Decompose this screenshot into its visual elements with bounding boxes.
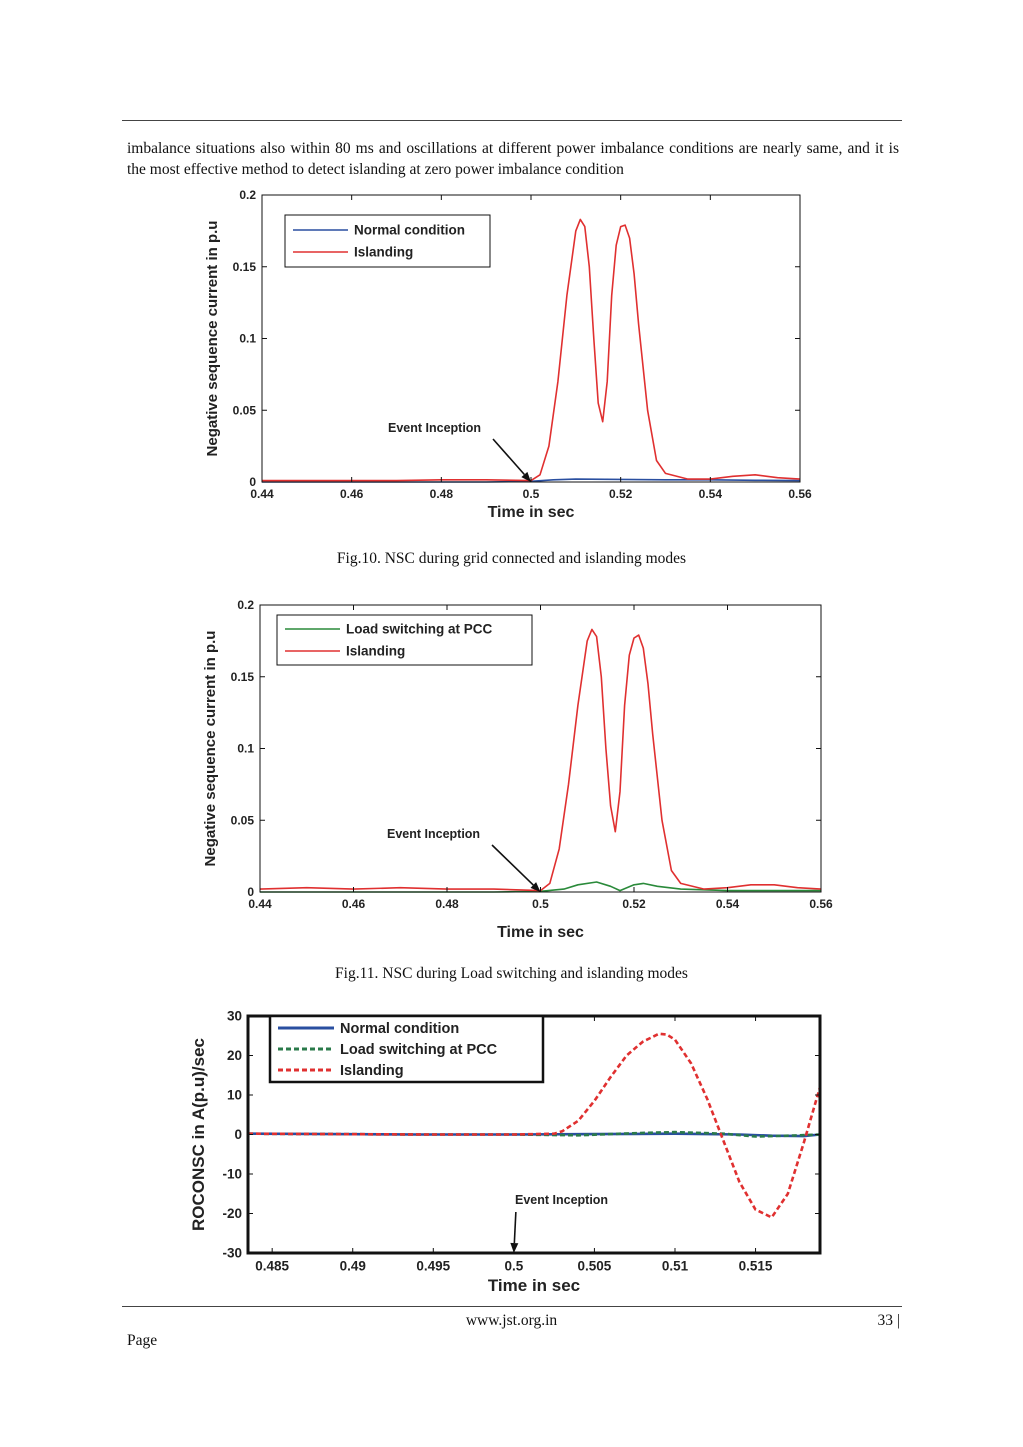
y-tick-label: 10 bbox=[227, 1088, 242, 1103]
x-tick-label: 0.5 bbox=[504, 1259, 523, 1274]
series-line-2 bbox=[247, 1032, 822, 1219]
x-tick-label: 0.51 bbox=[662, 1259, 689, 1274]
y-tick-label: -30 bbox=[222, 1246, 242, 1261]
roconsc-chart: 0.485 0.49 0.495 0.5 0.505 0.51 0.515 30 20 10 0 -1… bbox=[189, 1009, 822, 1295]
figure-11-chart: 0.44 0.46 0.48 0.5 0.52 0.54 0.56 0 0.05 0.1 0.15 0… bbox=[202, 598, 833, 941]
x-axis-label: Time in sec bbox=[488, 504, 575, 521]
x-tick-label: 0.49 bbox=[340, 1259, 366, 1274]
legend-label-1: Load switching at PCC bbox=[340, 1042, 498, 1058]
y-tick-label: 0.05 bbox=[231, 813, 255, 827]
y-tick-label: -10 bbox=[222, 1167, 242, 1182]
x-tick-label: 0.44 bbox=[250, 487, 274, 501]
event-inception-arrowhead bbox=[510, 1242, 519, 1253]
x-tick-label: 0.56 bbox=[788, 487, 812, 501]
x-axis-label: Time in sec bbox=[488, 1276, 580, 1295]
x-tick-label: 0.54 bbox=[716, 897, 740, 911]
footer-url: www.jst.org.in bbox=[465, 1312, 558, 1329]
y-axis-label: Negative sequence current in p.u bbox=[204, 221, 221, 457]
x-tick-label: 0.56 bbox=[809, 897, 833, 911]
event-inception-arrowhead bbox=[521, 471, 531, 482]
series-line-1 bbox=[259, 628, 822, 892]
y-tick-label: 0 bbox=[247, 885, 254, 899]
event-inception-arrowhead bbox=[530, 882, 541, 892]
y-tick-label: 0.15 bbox=[231, 670, 255, 684]
x-tick-label: 0.48 bbox=[430, 487, 454, 501]
event-inception-label: Event Inception bbox=[387, 827, 480, 841]
legend-box bbox=[284, 214, 491, 268]
event-inception-arrow bbox=[492, 438, 525, 476]
x-tick-label: 0.495 bbox=[416, 1259, 450, 1274]
y-tick-label: -20 bbox=[222, 1206, 242, 1221]
y-tick-label: 0.15 bbox=[233, 260, 257, 274]
y-tick-label: 0.2 bbox=[239, 188, 256, 202]
y-tick-label: 0.2 bbox=[237, 598, 254, 612]
legend-box bbox=[276, 614, 533, 666]
x-tick-label: 0.54 bbox=[699, 487, 723, 501]
x-tick-label: 0.515 bbox=[739, 1259, 773, 1274]
x-tick-label: 0.52 bbox=[609, 487, 633, 501]
x-axis-label: Time in sec bbox=[497, 924, 584, 941]
footer-rule bbox=[122, 1306, 902, 1307]
series-line-1 bbox=[262, 218, 801, 482]
x-tick-label: 0.48 bbox=[435, 897, 459, 911]
x-tick-label: 0.44 bbox=[248, 897, 272, 911]
y-axis-label: Negative sequence current in p.u bbox=[202, 631, 219, 867]
footer-page-word: Page bbox=[127, 1332, 158, 1349]
x-tick-label: 0.5 bbox=[532, 897, 549, 911]
event-inception-arrow bbox=[513, 1211, 517, 1244]
x-tick-label: 0.46 bbox=[342, 897, 366, 911]
x-tick-label: 0.485 bbox=[255, 1259, 289, 1274]
legend-label-1: Islanding bbox=[346, 644, 405, 659]
y-tick-label: 0 bbox=[234, 1127, 242, 1142]
legend-label-1: Islanding bbox=[354, 245, 413, 260]
y-tick-label: 0 bbox=[249, 475, 256, 489]
figure-10-caption: Fig.10. NSC during grid connected and is… bbox=[336, 550, 687, 567]
x-tick-label: 0.52 bbox=[622, 897, 646, 911]
header-rule bbox=[122, 120, 902, 121]
body-paragraph: imbalance situations also within 80 ms a… bbox=[127, 140, 899, 178]
figure-11-caption: Fig.11. NSC during Load switching and is… bbox=[335, 965, 688, 982]
x-tick-label: 0.46 bbox=[340, 487, 364, 501]
event-inception-arrow bbox=[491, 844, 534, 886]
legend-label-0: Normal condition bbox=[354, 223, 465, 238]
event-inception-label: Event Inception bbox=[388, 421, 481, 435]
y-axis-label: ROCONSC in A(p.u)/sec bbox=[189, 1038, 208, 1231]
legend-label-0: Load switching at PCC bbox=[346, 622, 493, 637]
figure-10-chart: 0.44 0.46 0.48 0.5 0.52 0.54 0.56 0 0.05 0.1 0.15 0… bbox=[204, 188, 812, 521]
y-tick-label: 30 bbox=[227, 1009, 242, 1024]
legend-label-0: Normal condition bbox=[340, 1021, 459, 1037]
footer-page-number: 33 | bbox=[877, 1312, 900, 1329]
y-tick-label: 0.1 bbox=[237, 742, 254, 756]
y-tick-label: 20 bbox=[227, 1048, 242, 1063]
series-line-0 bbox=[260, 881, 821, 893]
event-inception-label: Event Inception bbox=[515, 1193, 608, 1207]
y-tick-label: 0.1 bbox=[239, 332, 256, 346]
x-tick-label: 0.505 bbox=[578, 1259, 612, 1274]
x-tick-label: 0.5 bbox=[523, 487, 540, 501]
y-tick-label: 0.05 bbox=[233, 403, 257, 417]
legend-label-2: Islanding bbox=[340, 1063, 404, 1079]
